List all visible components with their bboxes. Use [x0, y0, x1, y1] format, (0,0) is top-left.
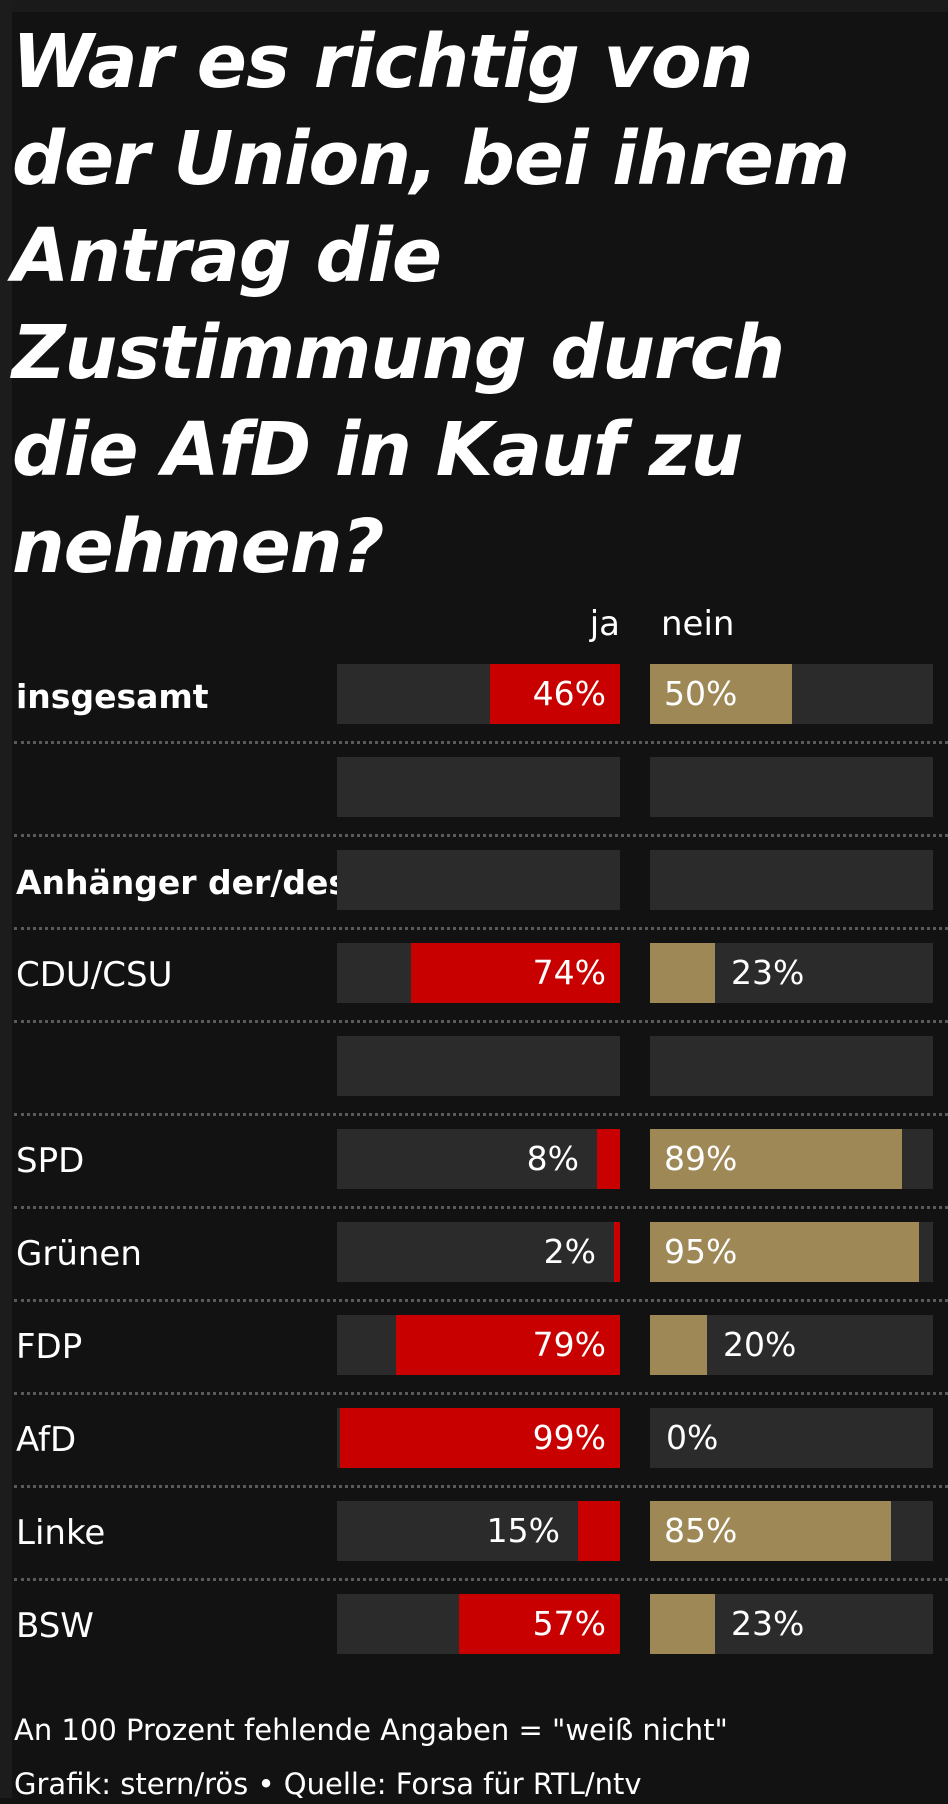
chart-row: Anhänger der/des: [0, 836, 948, 929]
footnote-credit: Grafik: stern/rös • Quelle: Forsa für RT…: [14, 1767, 642, 1801]
nein-track: 85%: [650, 1501, 933, 1561]
nein-track: [650, 757, 933, 817]
nein-track: 95%: [650, 1222, 933, 1282]
nein-track: 89%: [650, 1129, 933, 1189]
chart-row: CDU/CSU 74% 23%: [0, 929, 948, 1022]
ja-value-label: 79%: [532, 1325, 606, 1364]
nein-value-label: 85%: [664, 1511, 738, 1550]
nein-value-label: 95%: [664, 1232, 738, 1271]
row-label: SPD: [16, 1141, 85, 1181]
nein-bar: [650, 1315, 707, 1375]
row-separator: [14, 1299, 948, 1302]
nein-bar: [650, 664, 792, 724]
column-header-ja: ja: [589, 604, 620, 644]
row-separator: [14, 741, 948, 744]
ja-value-label: 15%: [486, 1511, 560, 1550]
ja-bar: [459, 1594, 620, 1654]
ja-track: 46%: [337, 664, 620, 724]
nein-value-label: 23%: [731, 1604, 805, 1643]
row-label: FDP: [16, 1327, 83, 1367]
row-label: CDU/CSU: [16, 955, 173, 995]
nein-value-label: 89%: [664, 1139, 738, 1178]
row-label: Grünen: [16, 1234, 142, 1274]
chart-title: War es richtig von der Union, bei ihrem …: [12, 19, 850, 590]
ja-track: 15%: [337, 1501, 620, 1561]
ja-bar: [411, 943, 620, 1003]
nein-track: 0%: [650, 1408, 933, 1468]
row-label: insgesamt: [16, 677, 209, 716]
row-separator: [14, 1113, 948, 1116]
nein-value-label: 23%: [731, 953, 805, 992]
row-separator: [14, 1392, 948, 1395]
left-edge: [0, 0, 12, 1798]
row-separator: [14, 1485, 948, 1488]
ja-track: 79%: [337, 1315, 620, 1375]
ja-bar: [490, 664, 620, 724]
nein-track: 20%: [650, 1315, 933, 1375]
row-label: AfD: [16, 1420, 77, 1460]
nein-bar: [650, 1501, 891, 1561]
nein-value-label: 50%: [664, 674, 738, 713]
chart-row: [0, 1022, 948, 1115]
footnote-missing-answers: An 100 Prozent fehlende Angaben = "weiß …: [14, 1713, 728, 1747]
nein-bar: [650, 1129, 902, 1189]
row-label: BSW: [16, 1606, 94, 1646]
ja-track: 74%: [337, 943, 620, 1003]
ja-track: [337, 850, 620, 910]
row-label: Anhänger der/des: [16, 863, 349, 902]
nein-bar: [650, 943, 715, 1003]
ja-value-label: 2%: [543, 1232, 596, 1271]
chart-row: Grünen 2% 95%: [0, 1208, 948, 1301]
ja-track: 2%: [337, 1222, 620, 1282]
row-separator: [14, 1020, 948, 1023]
ja-value-label: 46%: [532, 674, 606, 713]
nein-track: [650, 850, 933, 910]
ja-bar: [597, 1129, 620, 1189]
ja-value-label: 57%: [532, 1604, 606, 1643]
nein-bar: [650, 1594, 715, 1654]
nein-track: [650, 1036, 933, 1096]
ja-track: [337, 1036, 620, 1096]
chart-row: AfD 99% 0%: [0, 1394, 948, 1487]
ja-track: 57%: [337, 1594, 620, 1654]
nein-track: 50%: [650, 664, 933, 724]
chart-row: SPD 8% 89%: [0, 1115, 948, 1208]
ja-bar: [396, 1315, 620, 1375]
ja-value-label: 99%: [532, 1418, 606, 1457]
nein-bar: [650, 1222, 919, 1282]
ja-track: 8%: [337, 1129, 620, 1189]
row-separator: [14, 834, 948, 837]
nein-value-label: 0%: [666, 1418, 719, 1457]
row-separator: [14, 1206, 948, 1209]
chart-row: Linke 15% 85%: [0, 1487, 948, 1580]
ja-bar: [340, 1408, 620, 1468]
chart-row: [0, 743, 948, 836]
nein-track: 23%: [650, 943, 933, 1003]
nein-track: 23%: [650, 1594, 933, 1654]
row-separator: [14, 927, 948, 930]
row-label: Linke: [16, 1513, 106, 1553]
row-separator: [14, 1578, 948, 1581]
top-edge: [0, 0, 948, 12]
ja-track: [337, 757, 620, 817]
ja-bar: [578, 1501, 620, 1561]
chart-row: FDP 79% 20%: [0, 1301, 948, 1394]
ja-track: 99%: [337, 1408, 620, 1468]
ja-value-label: 74%: [532, 953, 606, 992]
chart-row: insgesamt 46% 50%: [0, 650, 948, 743]
chart-row: BSW 57% 23%: [0, 1580, 948, 1673]
column-header-nein: nein: [661, 604, 735, 644]
nein-value-label: 20%: [723, 1325, 797, 1364]
ja-value-label: 8%: [526, 1139, 579, 1178]
ja-bar: [614, 1222, 620, 1282]
